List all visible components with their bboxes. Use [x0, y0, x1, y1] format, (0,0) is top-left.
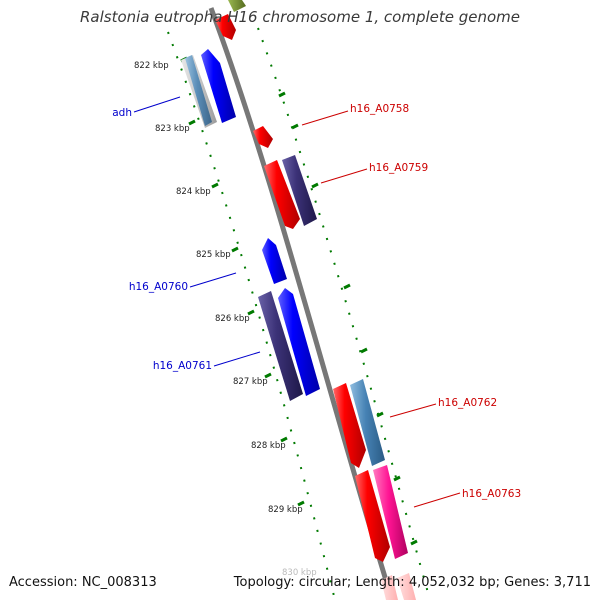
tick-label-825: 825 kbp [196, 250, 231, 260]
length-value: 4,052,032 bp [408, 575, 496, 590]
tick-label-827: 827 kbp [233, 377, 268, 387]
gene-feature-h16_A0762[interactable] [350, 379, 385, 466]
major-ticks-left [180, 56, 305, 507]
leader-line-h16_A0763 [413, 492, 461, 508]
gene-label-h16_A0758[interactable]: h16_A0758 [350, 103, 409, 115]
topology-label: Topology: [233, 575, 295, 590]
gene-feature-h16_A0759[interactable] [282, 155, 317, 226]
gene-feature-h16_A0763-red[interactable] [355, 470, 390, 562]
gene-feature-h16_A0759-red[interactable] [264, 160, 300, 229]
separator: ; [346, 575, 352, 590]
leader-line-h16_A0760 [189, 272, 237, 288]
leader-line-h16_A0758 [301, 110, 349, 126]
leader-line-h16_A0759 [320, 168, 368, 184]
leader-line-adh [133, 96, 181, 113]
separator: ; [495, 575, 501, 590]
gene-feature-top-olive[interactable] [228, 0, 246, 12]
tick-label-823: 823 kbp [155, 124, 190, 134]
gene-label-h16_A0762[interactable]: h16_A0762 [438, 397, 497, 409]
map-title: Ralstonia eutropha H16 chromosome 1, com… [79, 8, 521, 26]
gene-feature-h16_A0761[interactable] [258, 291, 303, 401]
gene-feature-h16_A0761-blue[interactable] [278, 288, 320, 396]
tick-label-829: 829 kbp [268, 505, 303, 515]
tick-label-822: 822 kbp [134, 61, 169, 71]
gene-label-adh[interactable]: adh [112, 107, 132, 119]
scale-track-right [257, 27, 431, 600]
gene-feature-h16_A0763[interactable] [373, 465, 408, 559]
gene-feature-adh-steel[interactable] [185, 55, 212, 126]
gene-label-h16_A0759[interactable]: h16_A0759 [369, 162, 428, 174]
gene-label-h16_A0760[interactable]: h16_A0760 [129, 281, 188, 293]
genes-value: 3,711 [553, 575, 591, 590]
topology-value: circular [298, 575, 347, 590]
gene-feature-h16_A0760[interactable] [262, 238, 287, 284]
gene-feature-h16_A0758[interactable] [253, 126, 273, 148]
leader-line-h16_A0762 [389, 403, 437, 418]
gene-feature-h16_A0762-red[interactable] [333, 383, 366, 468]
leader-line-h16_A0761 [213, 351, 261, 367]
tick-label-828: 828 kbp [251, 441, 286, 451]
gene-feature-adh[interactable] [201, 49, 236, 123]
gene-feature-top-red[interactable] [215, 14, 236, 40]
gene-label-h16_A0761[interactable]: h16_A0761 [153, 360, 212, 372]
genome-stats: Topology: circular; Length: 4,052,032 bp… [234, 575, 591, 590]
genes-label: Genes: [504, 575, 550, 590]
accession-info: Accession: NC_008313 [9, 575, 157, 590]
tick-label-830: 830 kbp [282, 568, 317, 578]
length-label: Length: [355, 575, 405, 590]
tick-label-826: 826 kbp [215, 314, 250, 324]
gene-label-h16_A0763[interactable]: h16_A0763 [462, 488, 521, 500]
tick-label-824: 824 kbp [176, 187, 211, 197]
major-ticks-right [278, 91, 418, 546]
gene-feature-bottom-pale-2 [397, 573, 416, 600]
gene-feature-bottom-pale-1 [381, 575, 398, 600]
